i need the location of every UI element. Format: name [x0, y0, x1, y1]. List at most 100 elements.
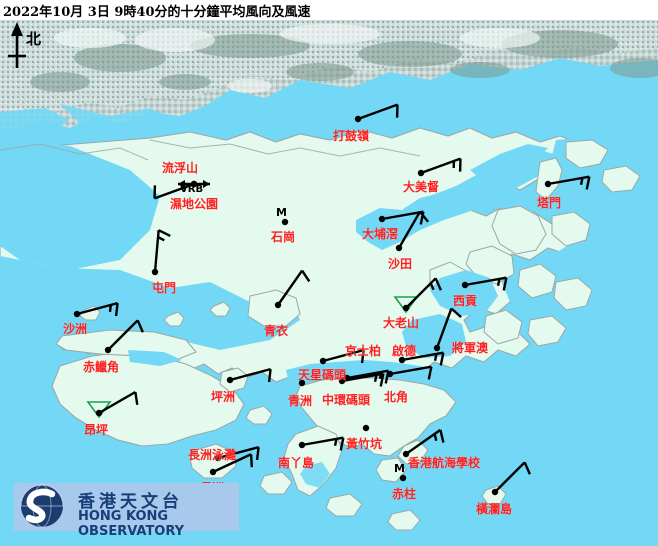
cheung-chau-island — [189, 443, 237, 479]
wind-station[interactable] — [461, 276, 508, 291]
barb-shaft — [98, 390, 136, 415]
lamma-island — [283, 425, 343, 497]
wind-barb-layer — [73, 103, 591, 496]
title-bar: 2022年10月 3日 9時40分的十分鐘平均風向及風速 — [0, 0, 658, 20]
barb-shaft — [397, 211, 422, 249]
station-label-17: 天星碼頭 — [298, 368, 347, 382]
station-label-8: 屯門 — [152, 281, 177, 295]
barb-shaft — [494, 461, 526, 493]
station-label-2: 濕地公園 — [170, 197, 219, 211]
barb-full — [267, 368, 272, 383]
wind-station[interactable] — [393, 277, 442, 314]
wind-station[interactable] — [209, 453, 254, 476]
barb-full — [502, 277, 508, 291]
wind-station[interactable] — [298, 436, 345, 451]
wind-station[interactable] — [433, 307, 462, 352]
barb-half — [579, 177, 584, 186]
wind-station[interactable] — [274, 269, 311, 309]
tsing-yi-island — [247, 289, 301, 327]
wind-station[interactable] — [402, 428, 445, 458]
logo-chinese-text: 香港天文台 — [78, 492, 183, 512]
station-label-16: 啟德 — [392, 344, 417, 358]
barb-full — [360, 349, 365, 364]
wind-station[interactable] — [338, 372, 385, 387]
wind-station[interactable] — [281, 218, 289, 226]
barb-half — [108, 304, 112, 313]
barb-shaft — [405, 428, 442, 455]
barb-full — [450, 307, 462, 319]
wind-station[interactable] — [151, 229, 171, 276]
wind-station[interactable] — [399, 474, 407, 482]
station-dot-icon — [281, 218, 289, 226]
barb-full — [427, 366, 433, 380]
barb-full — [249, 454, 254, 468]
station-label-13: 大老山 — [383, 316, 420, 330]
barb-shaft — [322, 348, 364, 363]
wind-station[interactable] — [362, 424, 370, 432]
station-label-10: 赤鱲角 — [83, 360, 120, 374]
barb-shaft — [381, 210, 424, 221]
station-label-23: 黃竹坑 — [346, 437, 383, 451]
barb-full — [136, 319, 144, 333]
barb-full — [379, 373, 385, 387]
wind-station[interactable] — [319, 348, 365, 365]
wind-station[interactable] — [386, 365, 433, 380]
wind-station[interactable] — [395, 210, 430, 252]
barb-full — [255, 446, 260, 461]
wind-station[interactable] — [398, 351, 445, 366]
station-dot-icon — [298, 379, 306, 387]
barb-half — [333, 438, 338, 447]
coastline-detail — [0, 139, 421, 161]
wind-station[interactable] — [298, 379, 306, 387]
hko-logo: 香港天文台 HONG KONG OBSERVATORY — [14, 483, 239, 539]
barb-full — [419, 210, 430, 223]
barb-shaft — [217, 445, 259, 460]
station-label-7: 沙田 — [388, 257, 413, 271]
station-label-28: 赤柱 — [392, 487, 417, 501]
barb-shaft — [357, 103, 398, 121]
wind-station[interactable] — [491, 461, 531, 496]
station-label-19: 中環碼頭 — [322, 393, 371, 407]
wind-station[interactable] — [226, 367, 272, 384]
variable-wind-marker: VRB — [180, 184, 204, 195]
barb-half — [373, 374, 378, 383]
station-label-6: 大埔滘 — [362, 227, 399, 241]
station-dot-icon — [362, 424, 370, 432]
station-label-20: 青洲 — [288, 394, 313, 408]
station-label-27: 香港航海學校 — [408, 456, 481, 470]
station-label-22: 昂坪 — [84, 423, 109, 437]
tolo-harbour — [356, 150, 560, 250]
deep-bay — [0, 138, 160, 270]
barb-shaft — [435, 308, 453, 349]
station-label-3: 石崗 — [271, 230, 296, 244]
station-label-24: 長洲泳灘 — [188, 448, 237, 462]
logo-english-text: HONG KONG OBSERVATORY — [78, 509, 185, 539]
hko-emblem-icon — [20, 484, 64, 528]
barb-full — [523, 461, 531, 475]
barb-full — [339, 437, 345, 451]
barb-half — [429, 282, 435, 291]
barb-full — [114, 302, 119, 317]
wind-station[interactable] — [354, 103, 399, 123]
wind-station[interactable] — [417, 157, 462, 177]
north-arrow-icon — [8, 22, 26, 68]
wind-station[interactable] — [86, 390, 139, 419]
station-label-1: 流浮山 — [162, 161, 199, 175]
junk-bay-inlet — [402, 314, 466, 358]
wind-station[interactable] — [378, 210, 425, 225]
wind-station[interactable] — [214, 445, 260, 462]
barb-shaft — [229, 367, 271, 382]
station-label-4: 大美督 — [403, 180, 440, 194]
barb-shaft — [107, 319, 139, 351]
station-label-15: 京士柏 — [345, 344, 382, 358]
wind-station[interactable] — [73, 301, 119, 318]
wind-station[interactable] — [104, 319, 144, 354]
barb-full — [439, 429, 445, 443]
station-label-0: 打鼓嶺 — [333, 129, 370, 143]
barb-half — [157, 236, 165, 242]
map-canvas[interactable]: 打鼓嶺 流浮山 濕地公園 VRB 石崗 M 大美督 塔門 大埔滘 沙田 屯門 沙洲 赤鱲角 青衣 西貢 大老山… — [0, 20, 658, 546]
station-label-12: 西貢 — [453, 294, 478, 308]
wind-station[interactable] — [544, 175, 591, 190]
barb-shaft — [547, 175, 590, 186]
calm-marker: M — [276, 206, 287, 219]
